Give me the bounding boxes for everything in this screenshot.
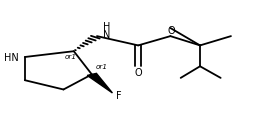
- Text: O: O: [168, 26, 175, 35]
- Polygon shape: [87, 74, 112, 93]
- Text: H: H: [103, 22, 111, 31]
- Text: N: N: [103, 30, 111, 40]
- Text: O: O: [134, 67, 142, 77]
- Text: F: F: [116, 90, 122, 100]
- Text: HN: HN: [4, 53, 19, 62]
- Text: or1: or1: [96, 64, 108, 70]
- Text: or1: or1: [65, 53, 77, 59]
